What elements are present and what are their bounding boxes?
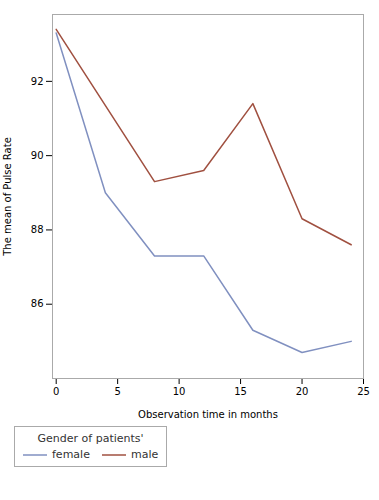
svg-text:The mean of Pulse Rate: The mean of Pulse Rate (2, 137, 13, 257)
svg-text:15: 15 (234, 386, 247, 397)
html-text:male: male (130, 448, 159, 461)
svg-text:90: 90 (31, 150, 44, 161)
svg-text:20: 20 (296, 386, 309, 397)
svg-text:5: 5 (114, 386, 120, 397)
svg-text:86: 86 (31, 298, 44, 309)
svg-text:92: 92 (31, 76, 44, 87)
html-text:Gender of patients': Gender of patients' (37, 432, 144, 445)
svg-text:0: 0 (53, 386, 59, 397)
svg-text:88: 88 (31, 224, 44, 235)
svg-text:Observation time in months: Observation time in months (138, 409, 278, 420)
svg-text:25: 25 (357, 386, 370, 397)
html-text:female: female (52, 448, 90, 461)
svg-text:10: 10 (173, 386, 186, 397)
